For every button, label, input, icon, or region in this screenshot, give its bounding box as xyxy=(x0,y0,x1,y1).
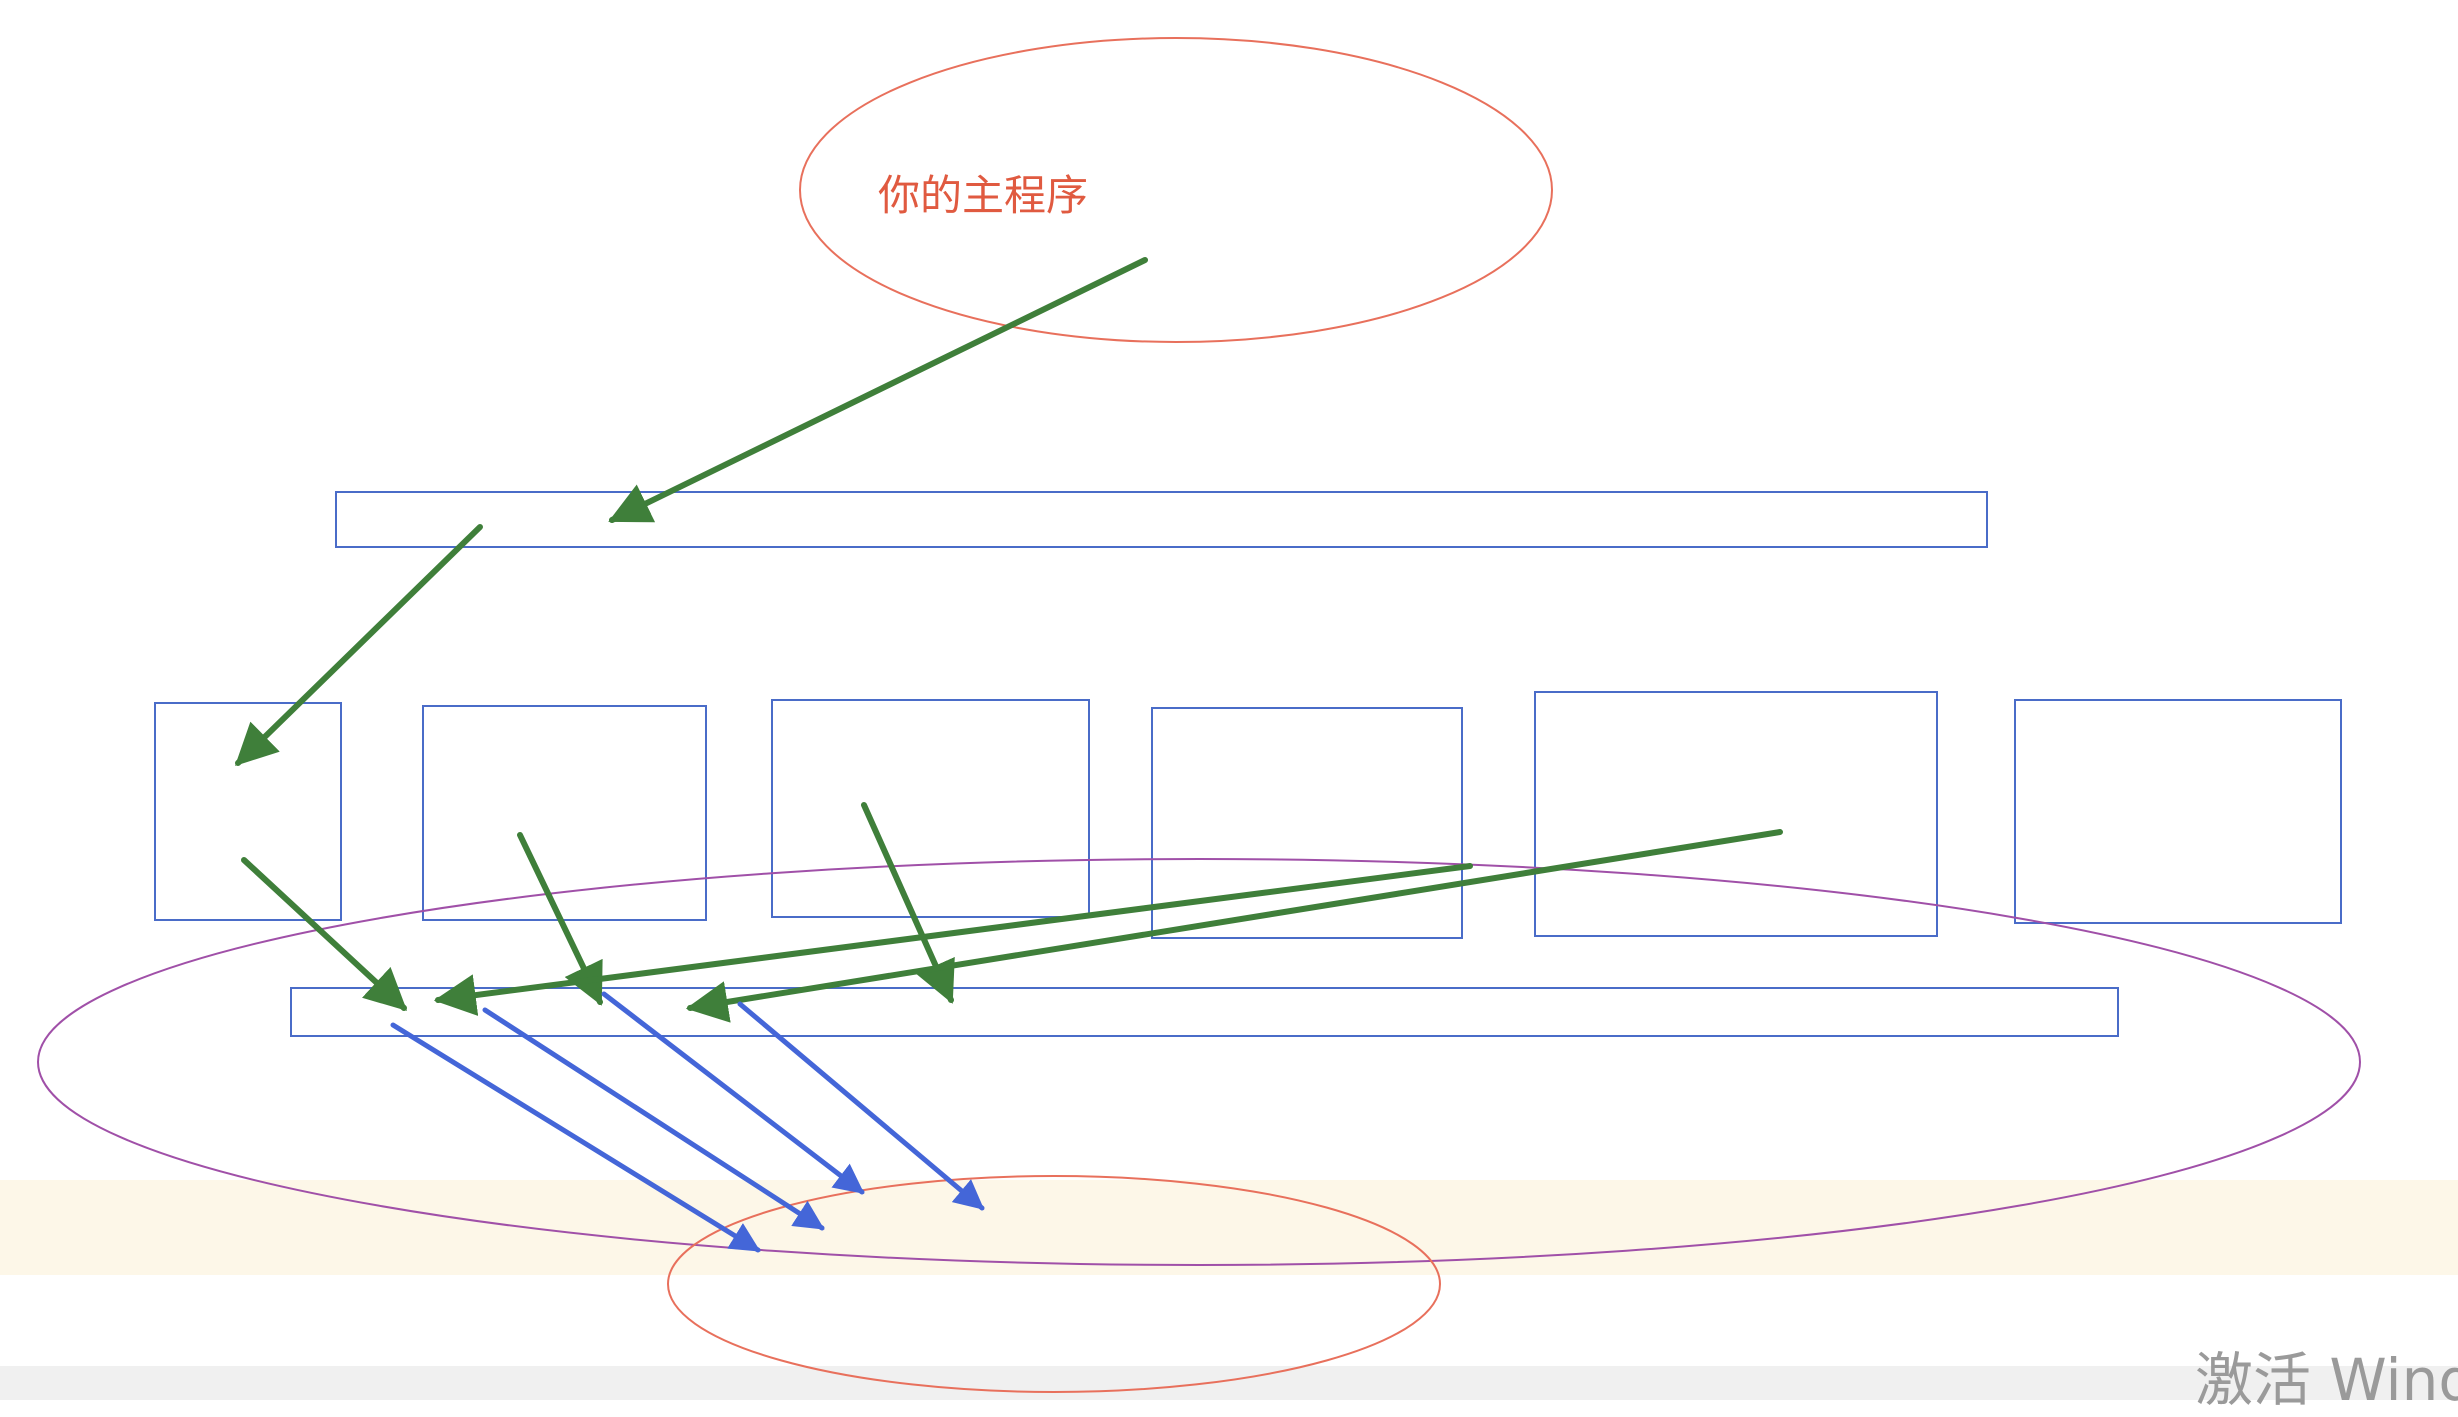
windows-activation-watermark: 激活 Windo xyxy=(2195,1346,2458,1414)
lower-layer-box xyxy=(290,987,2119,1037)
bottom-red-ellipse xyxy=(667,1175,1441,1393)
module-box-4 xyxy=(1151,707,1463,939)
highlight-band xyxy=(0,1180,2458,1275)
module-box-2 xyxy=(422,705,707,921)
arrow-lower-layer-to-bottom-1 xyxy=(390,1022,761,1253)
module-box-5 xyxy=(1534,691,1938,937)
arrow-main-to-top-layer xyxy=(608,257,1148,523)
main-program-label: 你的主程序 xyxy=(878,171,1088,220)
main-program-ellipse xyxy=(799,37,1553,343)
arrow-box-4-to-lower-layer xyxy=(433,863,1473,1016)
large-purple-ellipse xyxy=(37,858,2361,1266)
top-layer-box xyxy=(335,491,1988,548)
module-box-1 xyxy=(154,702,342,921)
module-box-6 xyxy=(2014,699,2342,924)
arrow-lower-layer-to-bottom-2 xyxy=(482,1007,825,1231)
arrow-box-1-to-lower-layer xyxy=(241,857,408,1011)
arrow-box-5-to-lower-layer xyxy=(685,829,1783,1023)
module-box-3 xyxy=(771,699,1090,918)
bottom-bar xyxy=(0,1366,2458,1400)
arrow-top-layer-to-box-1 xyxy=(234,524,483,766)
arrow-lower-layer-to-bottom-4 xyxy=(737,1001,985,1211)
arrow-lower-layer-to-bottom-3 xyxy=(601,991,865,1195)
arrow-box-2-to-lower-layer xyxy=(517,832,603,1006)
